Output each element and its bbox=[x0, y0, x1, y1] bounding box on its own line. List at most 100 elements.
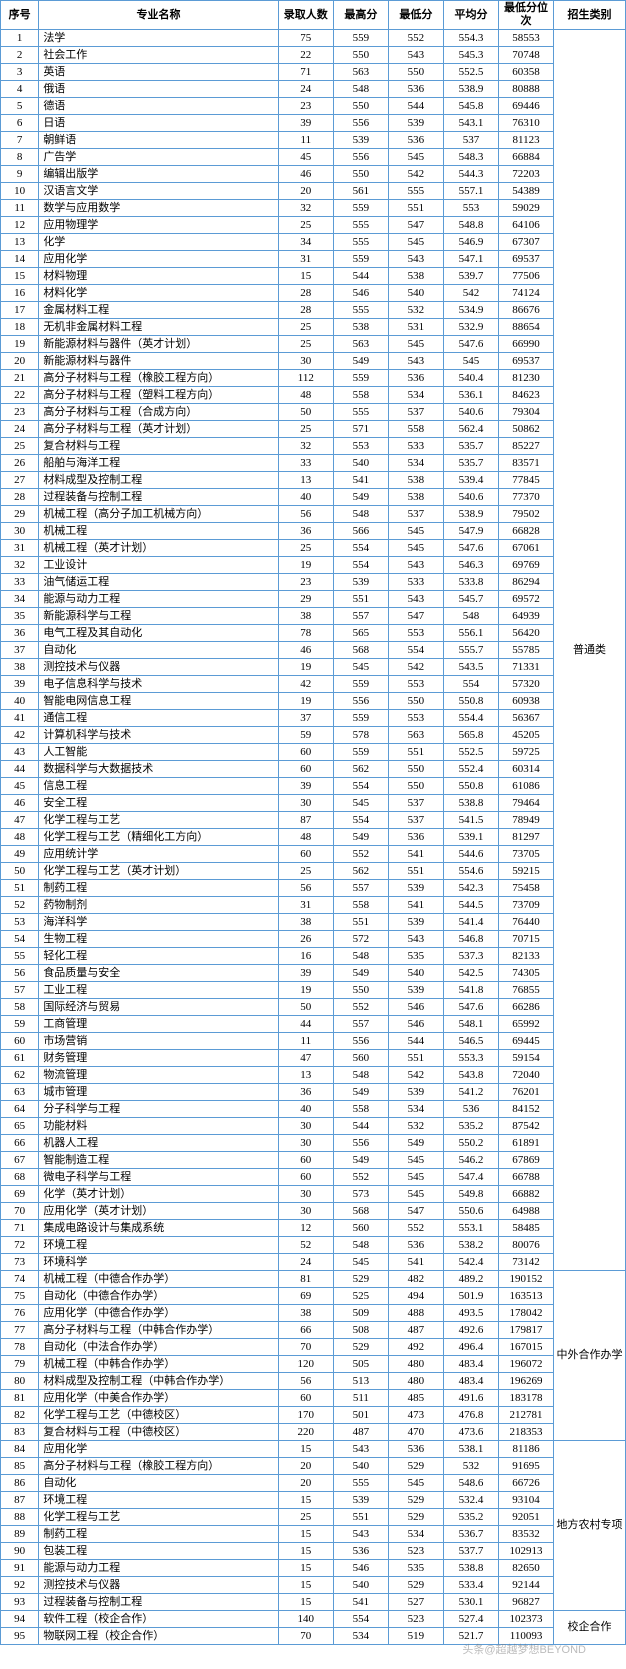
cell: 545 bbox=[388, 336, 443, 353]
cell: 76440 bbox=[499, 914, 554, 931]
cell: 476.8 bbox=[443, 1407, 498, 1424]
cell: 11 bbox=[278, 132, 333, 149]
cell: 167015 bbox=[499, 1339, 554, 1356]
cell: 49 bbox=[1, 846, 39, 863]
cell: 86676 bbox=[499, 302, 554, 319]
cell: 93104 bbox=[499, 1492, 554, 1509]
cell-name: 测控技术与仪器 bbox=[39, 659, 278, 676]
cell: 563 bbox=[333, 64, 388, 81]
cell: 71331 bbox=[499, 659, 554, 676]
cell: 529 bbox=[388, 1577, 443, 1594]
cell: 543 bbox=[333, 1526, 388, 1543]
cell: 63 bbox=[1, 1084, 39, 1101]
cell: 551 bbox=[333, 914, 388, 931]
cell: 551 bbox=[333, 1509, 388, 1526]
cell-name: 食品质量与安全 bbox=[39, 965, 278, 982]
cell: 552 bbox=[333, 846, 388, 863]
cell: 539 bbox=[388, 1084, 443, 1101]
cell: 551 bbox=[388, 744, 443, 761]
category-cell: 校企合作 bbox=[554, 1611, 626, 1645]
cell: 542 bbox=[388, 659, 443, 676]
cell-name: 能源与动力工程 bbox=[39, 1560, 278, 1577]
cell-name: 法学 bbox=[39, 30, 278, 47]
cell: 548 bbox=[333, 81, 388, 98]
cell-name: 新能源科学与工程 bbox=[39, 608, 278, 625]
cell: 178042 bbox=[499, 1305, 554, 1322]
cell: 19 bbox=[278, 693, 333, 710]
cell: 19 bbox=[1, 336, 39, 353]
table-row: 21高分子材料与工程（橡胶工程方向）112559536540.481230 bbox=[1, 370, 626, 387]
table-row: 52药物制剂31558541544.573709 bbox=[1, 897, 626, 914]
cell: 60 bbox=[1, 1033, 39, 1050]
cell: 529 bbox=[388, 1492, 443, 1509]
cell: 492.6 bbox=[443, 1322, 498, 1339]
cell: 64988 bbox=[499, 1203, 554, 1220]
cell: 543 bbox=[388, 591, 443, 608]
cell: 559 bbox=[333, 710, 388, 727]
cell: 544 bbox=[333, 268, 388, 285]
cell: 94 bbox=[1, 1611, 39, 1628]
cell-name: 应用化学（中德合作办学） bbox=[39, 1305, 278, 1322]
cell: 536 bbox=[388, 1237, 443, 1254]
cell: 562.4 bbox=[443, 421, 498, 438]
header-idx: 序号 bbox=[1, 1, 39, 30]
cell: 70748 bbox=[499, 47, 554, 64]
cell-name: 机器人工程 bbox=[39, 1135, 278, 1152]
cell: 542 bbox=[388, 166, 443, 183]
cell: 555 bbox=[333, 234, 388, 251]
table-row: 41通信工程37559553554.456367 bbox=[1, 710, 626, 727]
cell: 79 bbox=[1, 1356, 39, 1373]
cell: 89 bbox=[1, 1526, 39, 1543]
table-row: 51制药工程56557539542.375458 bbox=[1, 880, 626, 897]
cell: 535 bbox=[388, 1560, 443, 1577]
table-row: 23高分子材料与工程（合成方向）50555537540.679304 bbox=[1, 404, 626, 421]
cell: 69 bbox=[278, 1288, 333, 1305]
cell: 67 bbox=[1, 1152, 39, 1169]
cell: 70 bbox=[278, 1628, 333, 1645]
cell: 559 bbox=[333, 251, 388, 268]
cell: 546 bbox=[388, 999, 443, 1016]
cell: 64939 bbox=[499, 608, 554, 625]
cell: 45205 bbox=[499, 727, 554, 744]
cell: 549 bbox=[333, 965, 388, 982]
cell-name: 市场营销 bbox=[39, 1033, 278, 1050]
cell-name: 人工智能 bbox=[39, 744, 278, 761]
table-row: 64分子科学与工程4055853453684152 bbox=[1, 1101, 626, 1118]
cell: 559 bbox=[333, 744, 388, 761]
cell: 537 bbox=[388, 812, 443, 829]
cell: 91 bbox=[1, 1560, 39, 1577]
cell: 59 bbox=[1, 1016, 39, 1033]
cell: 530.1 bbox=[443, 1594, 498, 1611]
cell: 96827 bbox=[499, 1594, 554, 1611]
table-row: 36电气工程及其自动化78565553556.156420 bbox=[1, 625, 626, 642]
cell: 547.6 bbox=[443, 336, 498, 353]
cell: 22 bbox=[278, 47, 333, 64]
cell-name: 工业设计 bbox=[39, 557, 278, 574]
cell-name: 汉语言文学 bbox=[39, 183, 278, 200]
cell: 554 bbox=[333, 540, 388, 557]
cell: 82 bbox=[1, 1407, 39, 1424]
cell: 90 bbox=[1, 1543, 39, 1560]
cell: 538 bbox=[388, 268, 443, 285]
cell: 44 bbox=[278, 1016, 333, 1033]
cell: 80888 bbox=[499, 81, 554, 98]
cell-name: 化学工程与工艺（精细化工方向） bbox=[39, 829, 278, 846]
cell-name: 环境工程 bbox=[39, 1492, 278, 1509]
cell: 541.2 bbox=[443, 1084, 498, 1101]
table-row: 31机械工程（英才计划）25554545547.667061 bbox=[1, 540, 626, 557]
cell: 110093 bbox=[499, 1628, 554, 1645]
cell: 15 bbox=[278, 1560, 333, 1577]
cell: 532.9 bbox=[443, 319, 498, 336]
cell: 112 bbox=[278, 370, 333, 387]
table-row: 42计算机科学与技术59578563565.845205 bbox=[1, 727, 626, 744]
cell: 196269 bbox=[499, 1373, 554, 1390]
cell: 544 bbox=[388, 1033, 443, 1050]
table-row: 35新能源科学与工程3855754754864939 bbox=[1, 608, 626, 625]
cell-name: 俄语 bbox=[39, 81, 278, 98]
cell: 556 bbox=[333, 115, 388, 132]
cell: 543.5 bbox=[443, 659, 498, 676]
cell-name: 自动化（中法合作办学） bbox=[39, 1339, 278, 1356]
cell: 10 bbox=[1, 183, 39, 200]
cell: 544 bbox=[333, 1118, 388, 1135]
cell: 80 bbox=[1, 1373, 39, 1390]
